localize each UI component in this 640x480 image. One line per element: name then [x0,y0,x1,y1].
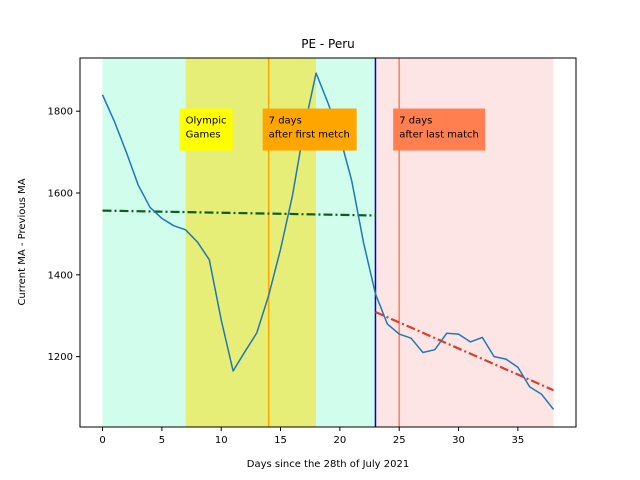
series-line-1 [101,72,555,410]
annotation-text-line: after first metch [269,130,350,141]
annotation-box [179,108,233,151]
y-tick-label: 1200 [48,352,73,363]
x-axis: 0 5 10 15 20 25 30 35 [99,427,524,446]
x-tick-label: 30 [452,435,465,446]
chart-title: PE - Peru [301,37,355,51]
annotation-text-line: Olympic [186,116,227,127]
x-tick-label: 0 [99,435,105,446]
annotation-box [393,108,486,151]
x-tick-label: 10 [215,435,228,446]
shaded-region-1 [102,58,186,427]
annotation-3: 7 days after last match [393,108,486,151]
annotation-1: Olympic Games [179,108,233,151]
annotation-2: 7 days after first metch [262,108,357,151]
trend-line-2 [375,310,554,392]
y-axis: 1200 1400 1600 1800 [48,107,80,363]
x-tick-label: 20 [333,435,346,446]
y-tick-label: 1400 [48,270,73,281]
plot-frame [79,57,577,428]
annotation-text-line: 7 days [269,116,302,127]
annotation-text-line: 7 days [399,116,432,127]
y-tick-label: 1800 [48,107,73,118]
x-tick-label: 5 [159,435,165,446]
x-tick-label: 35 [511,435,524,446]
y-axis-title: Current MA - Previous MA [17,178,28,305]
x-tick-label: 15 [274,435,287,446]
x-axis-title: Days since the 28th of July 2021 [247,459,409,470]
y-tick-label: 1600 [48,189,73,200]
annotation-text-line: Games [186,130,221,141]
annotation-text-line: after last match [399,130,479,141]
trend-line-1 [102,209,376,217]
x-tick-label: 25 [393,435,406,446]
annotation-box [262,108,357,151]
